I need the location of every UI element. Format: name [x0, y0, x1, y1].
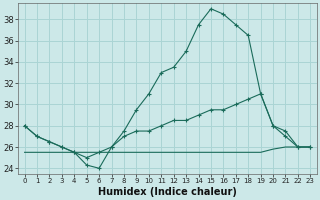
X-axis label: Humidex (Indice chaleur): Humidex (Indice chaleur) [98, 187, 237, 197]
